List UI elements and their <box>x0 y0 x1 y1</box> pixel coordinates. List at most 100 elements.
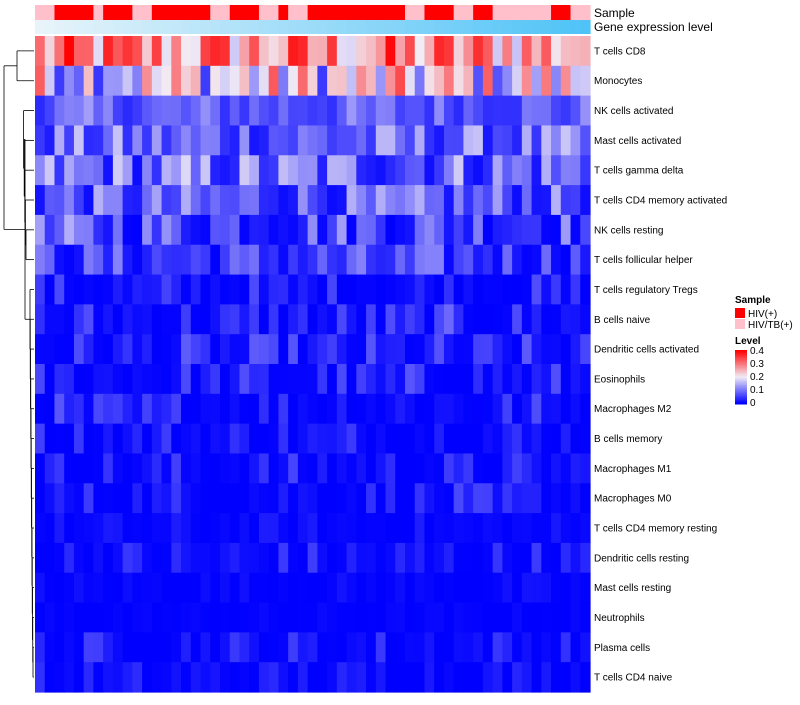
heatmap-cell <box>35 36 46 67</box>
heatmap-cell <box>103 483 114 514</box>
heatmap-cell <box>473 334 484 365</box>
heatmap-cell <box>482 513 494 544</box>
heatmap-cell <box>375 185 387 216</box>
sample-annotation-cell <box>434 5 445 20</box>
gene-expression-cell <box>83 20 95 34</box>
heatmap-cell <box>356 95 367 127</box>
legend-label-hiv-tb: HIV/TB(+) <box>748 320 793 331</box>
heatmap-cell <box>44 274 56 305</box>
heatmap-cell <box>434 513 445 544</box>
heatmap-cell <box>414 125 426 156</box>
heatmap-cell <box>502 95 513 127</box>
heatmap-cell <box>434 304 445 335</box>
heatmap-cell <box>64 572 75 604</box>
heatmap-cell <box>385 453 396 484</box>
heatmap-cell <box>103 36 114 67</box>
gene-expression-cell <box>560 20 572 34</box>
heatmap-cell <box>171 95 182 127</box>
heatmap-cell <box>375 602 387 633</box>
heatmap-cell <box>190 662 202 693</box>
heatmap-cell <box>249 572 260 604</box>
sample-annotation-cell <box>239 5 250 20</box>
sample-annotation-cell <box>336 5 348 20</box>
heatmap-cell <box>375 334 387 365</box>
heatmap-cell <box>64 483 75 514</box>
heatmap-cell <box>512 304 523 335</box>
heatmap-cell <box>346 274 357 305</box>
heatmap-cell <box>220 244 231 276</box>
heatmap-cell <box>385 542 396 574</box>
gene-expression-cell <box>521 20 533 34</box>
heatmap-cell <box>171 36 182 67</box>
heatmap-cell <box>122 542 133 574</box>
heatmap-cell <box>297 542 309 574</box>
heatmap-cell <box>229 423 241 455</box>
heatmap-cell <box>278 185 289 216</box>
sample-annotation-cell <box>190 5 202 20</box>
gene-expression-cell <box>171 20 182 34</box>
heatmap-cell <box>239 125 250 156</box>
heatmap-cell <box>151 95 163 127</box>
heatmap-cell <box>443 542 455 574</box>
heatmap-cell <box>317 542 328 574</box>
heatmap-cell <box>317 483 328 514</box>
heatmap-cell <box>297 513 309 544</box>
heatmap-cell <box>258 95 270 127</box>
heatmap-cell <box>307 274 318 305</box>
gene-expression-cell <box>434 20 445 34</box>
heatmap-cell <box>551 95 562 127</box>
heatmap-cell <box>327 513 338 544</box>
heatmap-cell <box>83 95 95 127</box>
heatmap-cell <box>35 513 46 544</box>
heatmap-cell <box>307 453 318 484</box>
heatmap-cell <box>317 185 328 216</box>
gene-expression-cell <box>356 20 367 34</box>
heatmap-cell <box>560 483 572 514</box>
heatmap-cell <box>551 304 562 335</box>
gene-expression-cell <box>35 20 46 34</box>
heatmap-cell <box>200 423 211 455</box>
heatmap-cell <box>375 65 387 97</box>
heatmap-cell <box>443 632 455 663</box>
heatmap-cell <box>103 572 114 604</box>
colorbar-step <box>735 381 747 383</box>
heatmap-cell <box>112 483 124 514</box>
heatmap-cell <box>73 453 85 484</box>
heatmap-cell <box>346 513 357 544</box>
sample-annotation-cell <box>181 5 192 20</box>
heatmap-cell <box>297 185 309 216</box>
heatmap-cell <box>181 125 192 156</box>
heatmap-cell <box>239 632 250 663</box>
heatmap-cell <box>181 304 192 335</box>
heatmap-cell <box>580 364 591 395</box>
heatmap-cell <box>103 542 114 574</box>
heatmap-cell <box>190 632 202 663</box>
heatmap-cell <box>531 274 542 305</box>
heatmap-cell <box>434 36 445 67</box>
heatmap-cell <box>239 483 250 514</box>
heatmap-cell <box>521 542 533 574</box>
heatmap-cell <box>54 453 65 484</box>
heatmap-cell <box>531 453 542 484</box>
gene-expression-cell <box>142 20 153 34</box>
heatmap-cell <box>317 334 328 365</box>
heatmap-cell <box>327 155 338 186</box>
heatmap-cell <box>580 423 591 455</box>
heatmap-cell <box>73 274 85 305</box>
heatmap-cell <box>229 572 241 604</box>
sample-annotation-cell <box>395 5 406 20</box>
gene-expression-cell <box>200 20 211 34</box>
heatmap-cell <box>142 36 153 67</box>
heatmap-cell <box>570 662 581 693</box>
heatmap-cell <box>443 214 455 246</box>
heatmap-cell <box>35 185 46 216</box>
heatmap-cell <box>297 214 309 246</box>
heatmap-cell <box>297 364 309 395</box>
heatmap-cell <box>64 542 75 574</box>
heatmap-cell <box>35 364 46 395</box>
heatmap-cell <box>463 125 474 156</box>
heatmap-cell <box>492 155 503 186</box>
heatmap-cell <box>132 95 143 127</box>
heatmap-cell <box>327 602 338 633</box>
heatmap-cell <box>297 572 309 604</box>
